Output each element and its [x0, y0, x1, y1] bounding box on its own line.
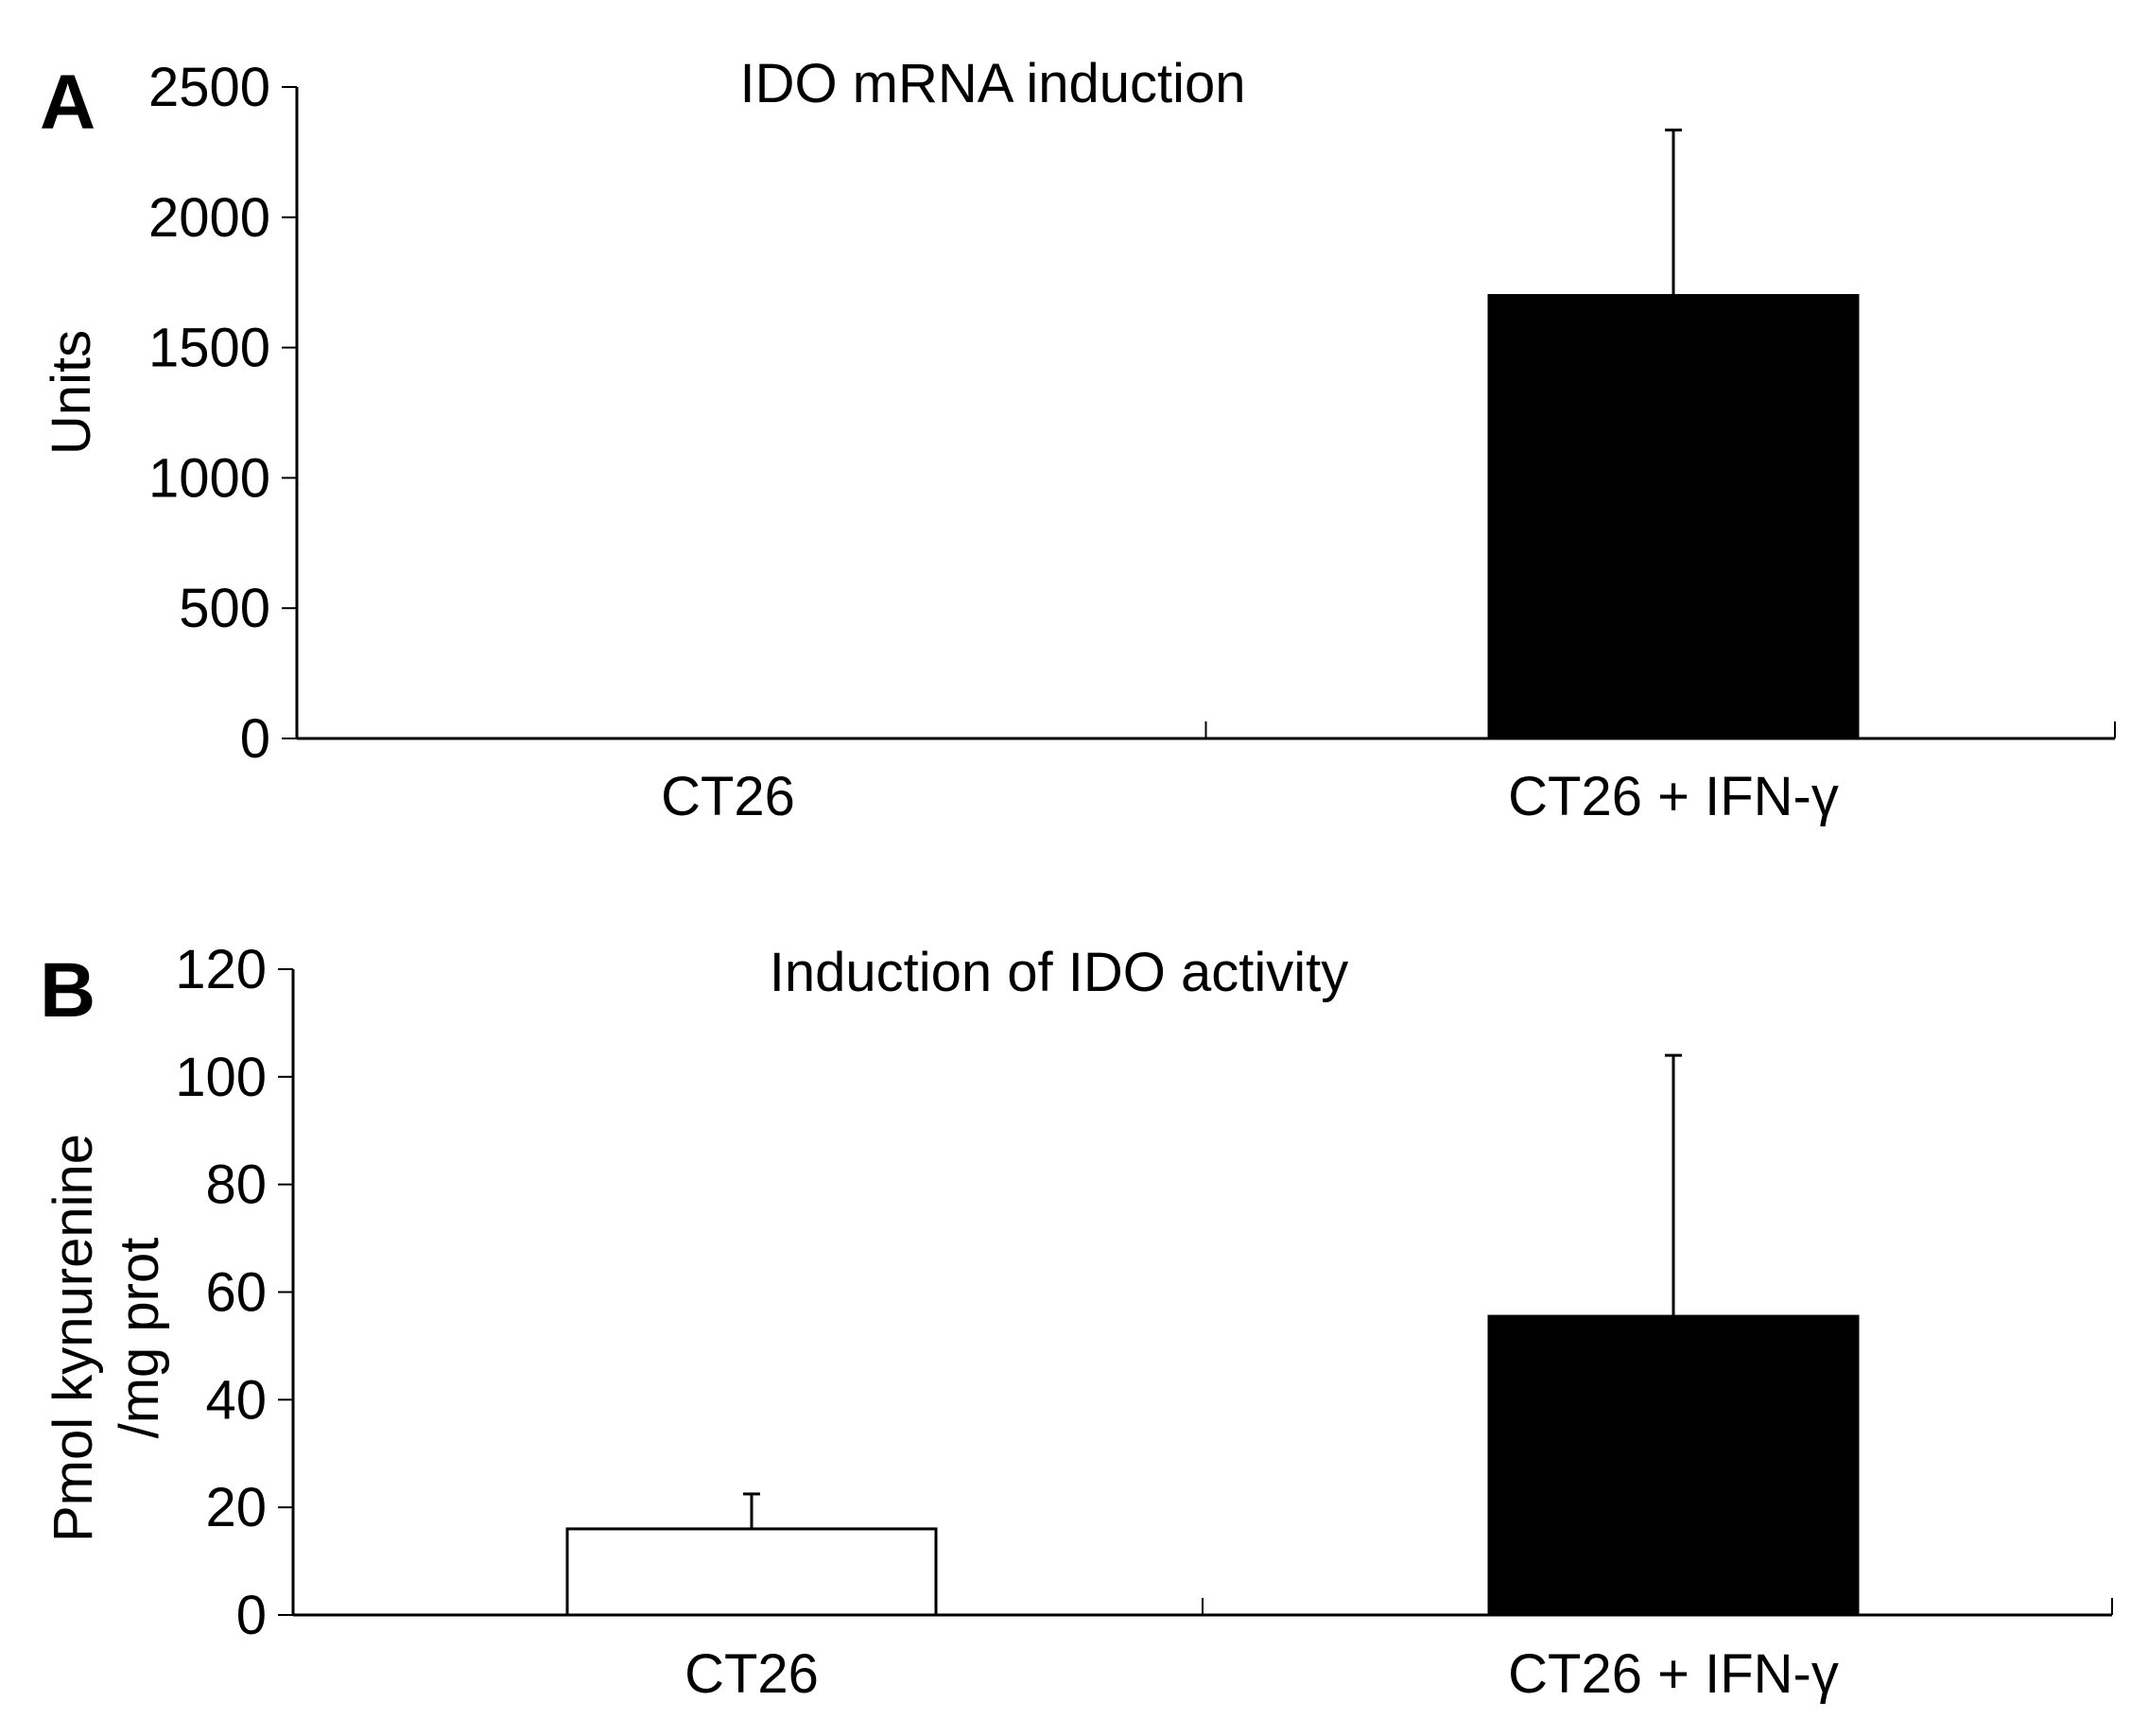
x-tick-label-2: CT26 + IFN-γ [1508, 1643, 1839, 1705]
bars-b [565, 1314, 1860, 1617]
y-tick-label: 2000 [148, 187, 270, 249]
y-tick-label: 40 [205, 1369, 267, 1431]
y-ticks-a: 0 500 1000 1500 2000 2500 [148, 57, 297, 770]
y-tick-label: 80 [205, 1154, 267, 1216]
panel-label-b: B [40, 947, 95, 1033]
y-tick-label: 20 [205, 1477, 267, 1538]
y-tick-label: 60 [205, 1262, 267, 1324]
x-tick-label-2: CT26 + IFN-γ [1508, 766, 1839, 827]
y-axis-label-a: Units [41, 330, 102, 455]
y-tick-label: 120 [175, 939, 267, 1000]
y-axis-label-b-line1: Pmol kynurenine [43, 1134, 104, 1542]
bar-2 [1487, 293, 1860, 740]
y-tick-label: 0 [240, 708, 270, 770]
y-tick-label: 500 [179, 578, 270, 639]
bar-1 [565, 1527, 938, 1617]
error-bars-b [743, 1053, 1682, 1529]
y-tick-label: 2500 [148, 57, 270, 118]
panel-label-a: A [40, 60, 95, 146]
chart-title-a: IDO mRNA induction [739, 53, 1245, 114]
y-tick-label: 1000 [148, 447, 270, 509]
bars-a [1487, 293, 1860, 740]
y-ticks-b: 0 20 40 60 80 100 120 [175, 939, 293, 1646]
chart-title-b: Induction of IDO activity [770, 942, 1348, 1003]
y-tick-label: 1500 [148, 318, 270, 379]
y-axis-label-b-line2: /mg prot [109, 1238, 170, 1439]
chart-a: A IDO mRNA induction Units 0 500 1000 1500 2… [40, 53, 2116, 827]
x-tick-label-1: CT26 [684, 1643, 819, 1705]
bar-2 [1487, 1314, 1860, 1617]
y-tick-label: 0 [236, 1585, 267, 1646]
y-tick-label: 100 [175, 1047, 267, 1108]
error-bars-a [1665, 128, 1682, 296]
x-tick-labels-b: CT26 CT26 + IFN-γ [684, 1643, 1839, 1705]
x-tick-labels-a: CT26 CT26 + IFN-γ [661, 766, 1839, 827]
x-tick-label-1: CT26 [661, 766, 795, 827]
chart-b: B Induction of IDO activity Pmol kynuren… [40, 939, 2113, 1705]
